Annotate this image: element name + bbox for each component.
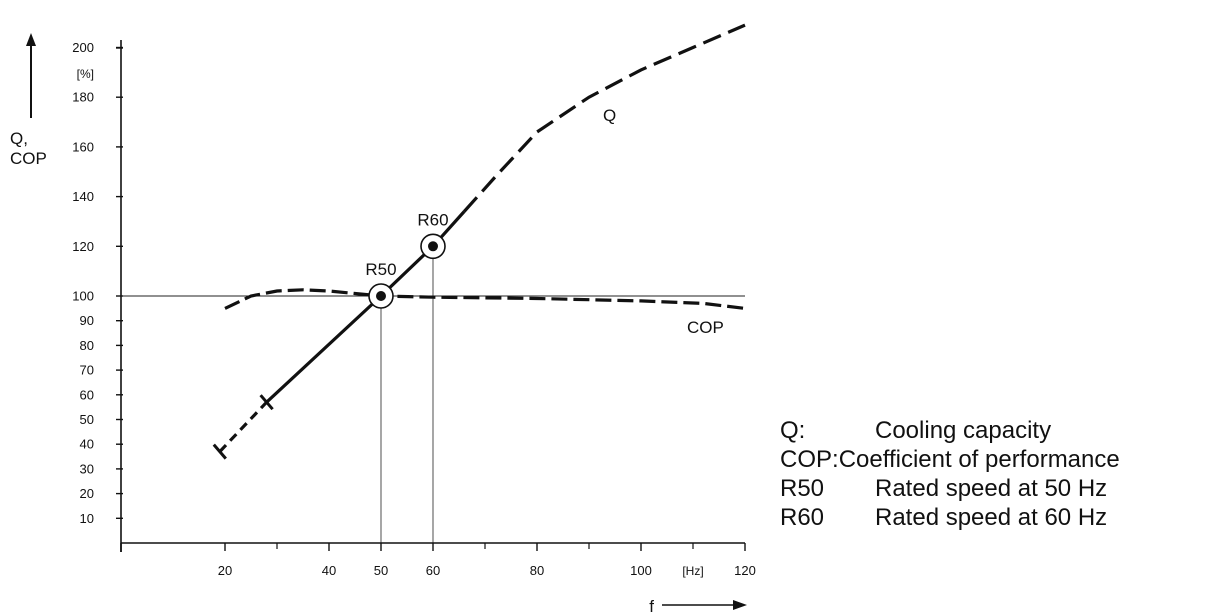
series-cop-label: COP — [687, 318, 724, 337]
y-unit-label: [%] — [77, 67, 94, 81]
y-axis-title-line2: COP — [10, 149, 47, 168]
legend-text: Rated speed at 50 Hz — [875, 475, 1108, 502]
y-tick-label: 180 — [72, 90, 94, 105]
y-tick-label: 120 — [72, 239, 94, 254]
y-tick-label: 90 — [80, 313, 94, 328]
x-tick-label: 120 — [734, 563, 756, 578]
x-unit-label: [Hz] — [682, 564, 703, 578]
y-tick-label: 80 — [80, 338, 94, 353]
series-cop-dashed — [224, 288, 746, 310]
x-tick-label: 50 — [374, 563, 388, 578]
rated-point-dot-r50 — [376, 291, 386, 301]
rated-point-dot-r60 — [428, 241, 438, 252]
y-tick-label: 140 — [72, 189, 94, 204]
y-tick-label: 20 — [80, 486, 94, 501]
y-title-arrow-head — [26, 33, 36, 46]
x-title-arrow-head — [733, 600, 747, 610]
y-tick-label: 70 — [80, 363, 94, 378]
y-tick-label: 200 — [72, 40, 94, 55]
series-q-label: Q — [603, 106, 616, 125]
legend-key: R50 — [780, 475, 825, 502]
y-tick-label: 100 — [72, 289, 94, 304]
x-tick-label: 100 — [630, 563, 652, 578]
x-tick-label: 40 — [322, 563, 336, 578]
series-q-end-marker — [259, 394, 274, 411]
legend-item-cop: COP: Coefficient of performance — [780, 445, 1120, 474]
y-tick-label: 30 — [80, 461, 94, 476]
legend: Q: Cooling capacity COP: Coefficient of … — [780, 416, 1120, 532]
y-tick-label: 40 — [80, 437, 94, 452]
y-tick-label: 50 — [80, 412, 94, 427]
rated-point-label-r50: R50 — [365, 260, 396, 279]
legend-item-r50: R50 Rated speed at 50 Hz — [780, 474, 1120, 503]
legend-item-r60: R60 Rated speed at 60 Hz — [780, 503, 1120, 532]
y-tick-label: 10 — [80, 511, 94, 526]
legend-text: Coefficient of performance — [838, 446, 1120, 473]
legend-text: Rated speed at 60 Hz — [875, 504, 1108, 531]
legend-key: COP: — [780, 446, 839, 473]
chart: 10 20 30 40 50 60 70 80 90 100 120 140 160 180 200 20 40… — [10, 23, 756, 615]
legend-key: R60 — [780, 504, 825, 531]
x-tick-label: 60 — [426, 563, 440, 578]
series-q-dashed — [463, 23, 746, 213]
legend-key: Q: — [780, 417, 806, 444]
y-tick-label: 60 — [80, 387, 94, 402]
y-axis-title-line1: Q, — [10, 129, 28, 148]
series-q-solid — [265, 210, 466, 404]
rated-point-label-r60: R60 — [417, 210, 448, 229]
series-q-dashed — [218, 401, 268, 453]
legend-item-q: Q: Cooling capacity — [780, 416, 1120, 445]
x-axis-title: f — [649, 597, 654, 615]
y-tick-label: 160 — [72, 139, 94, 154]
x-tick-label: 80 — [530, 563, 544, 578]
legend-text: Cooling capacity — [875, 417, 1052, 444]
series-q-end-marker — [212, 443, 227, 460]
x-tick-label: 20 — [218, 563, 232, 578]
